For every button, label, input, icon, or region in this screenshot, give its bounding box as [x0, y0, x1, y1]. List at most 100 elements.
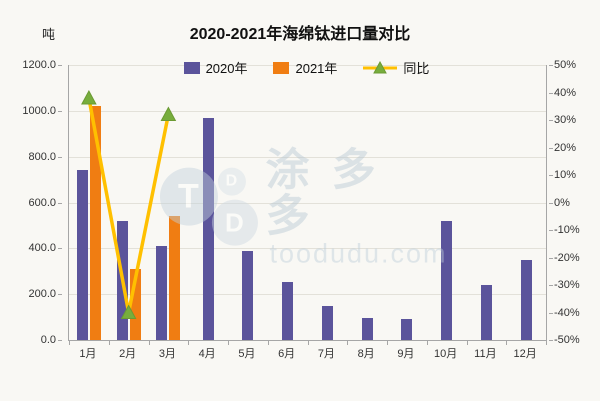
- x-axis-tick-mark: [108, 341, 110, 345]
- bar-2020年-3月: [156, 246, 168, 340]
- bar-2021年-1月: [89, 106, 101, 340]
- bar-2021年-3月: [169, 216, 181, 340]
- left-axis-tick-label: 800.0: [28, 150, 56, 163]
- right-axis-tick-label: 40%: [554, 86, 577, 99]
- left-axis-tick-mark: [58, 156, 62, 158]
- right-axis-ticks: 50% 40% 30% 20% 10% 0% -10% -20% -30% -40% -50%: [549, 59, 597, 346]
- right-axis-tick-label: -10%: [554, 224, 580, 236]
- right-axis-tick-mark: [549, 257, 553, 259]
- left-axis-tick-mark: [58, 248, 62, 250]
- legend-swatch: [273, 61, 290, 74]
- legend-label: 2020年: [205, 61, 248, 76]
- right-axis-tick-mark: [549, 120, 553, 121]
- right-axis-tick-mark: [549, 202, 553, 204]
- x-axis-tick-mark: [307, 341, 309, 345]
- legend-swatch: [183, 61, 200, 74]
- bar-2020年-7月: [321, 305, 333, 340]
- legend: 2020年 2021年 同比: [68, 58, 545, 77]
- gridline: [69, 110, 546, 112]
- x-axis-tick-mark: [546, 341, 547, 345]
- x-axis-tick-label: 4月: [198, 348, 216, 360]
- left-axis-tick-mark: [58, 202, 62, 204]
- gridline: [69, 294, 546, 296]
- right-axis-tick-mark: [549, 175, 553, 176]
- left-axis-tick-mark: [58, 340, 62, 341]
- legend-label: 2021年: [295, 61, 338, 76]
- bar-2021年-2月: [129, 268, 141, 340]
- right-axis-tick-label: -20%: [554, 251, 580, 264]
- x-axis-tick-label: 7月: [317, 348, 335, 360]
- line-marker-triangle: [120, 304, 137, 319]
- right-axis-tick-label: -30%: [554, 279, 580, 291]
- x-axis-tick-label: 9月: [397, 348, 415, 360]
- left-axis-tick-label: 200.0: [28, 288, 56, 301]
- bar-2020年-12月: [520, 259, 532, 340]
- right-axis-tick-mark: [549, 65, 553, 66]
- x-axis-tick-label: 1月: [79, 348, 97, 360]
- x-axis-tick-mark: [466, 341, 468, 345]
- x-axis-tick-mark: [148, 341, 150, 345]
- left-axis-tick-mark: [58, 294, 62, 296]
- x-axis-tick-label: 6月: [278, 348, 296, 360]
- bar-2020年-6月: [282, 281, 294, 340]
- gridline: [69, 156, 546, 158]
- bar-2020年-1月: [76, 170, 88, 340]
- left-axis-unit-label: 吨: [42, 27, 56, 42]
- x-axis-tick-mark: [347, 341, 349, 345]
- line-marker-triangle: [160, 106, 177, 121]
- legend-item-2020年: 2020年: [183, 58, 248, 77]
- right-axis-tick-mark: [549, 92, 553, 94]
- right-axis-tick-label: -50%: [554, 334, 580, 346]
- x-axis-tick-label: 2月: [119, 348, 137, 360]
- bar-2020年-5月: [242, 250, 254, 340]
- x-axis-tick-mark: [69, 341, 70, 345]
- x-axis-tick-mark: [228, 341, 229, 345]
- left-axis-tick-label: 1200.0: [22, 59, 56, 71]
- right-axis-tick-mark: [549, 312, 553, 314]
- line-series-path: [87, 97, 171, 313]
- right-axis-tick-mark: [549, 230, 553, 231]
- x-axis-tick-label: 8月: [357, 348, 375, 360]
- right-axis-tick-label: 50%: [554, 59, 577, 71]
- legend-item-同比: 同比: [363, 58, 429, 77]
- bar-2020年-4月: [202, 117, 214, 340]
- left-axis-ticks: 1200.0 1000.0 800.0 600.0 400.0 200.0 0.0: [0, 59, 62, 346]
- x-axis-tick-label: 5月: [238, 348, 256, 360]
- right-axis-tick-label: 0%: [554, 196, 570, 209]
- bar-2020年-11月: [480, 285, 492, 340]
- right-axis-tick-label: 10%: [554, 169, 577, 181]
- x-axis-tick-mark: [506, 341, 508, 345]
- x-axis-labels: 1月 2月 3月 4月 5月 6月 7月 8月 9月 10月 11月 12月: [68, 345, 545, 361]
- x-axis-tick-label: 12月: [513, 348, 537, 360]
- right-axis-tick-label: -40%: [554, 306, 580, 319]
- left-axis-tick-mark: [58, 65, 62, 66]
- bar-2020年-9月: [401, 319, 413, 340]
- left-axis-tick-label: 1000.0: [22, 104, 56, 117]
- x-axis-tick-label: 3月: [158, 348, 176, 360]
- gridline: [69, 65, 546, 66]
- bar-2020年-10月: [441, 220, 453, 340]
- left-axis-tick-label: 0.0: [40, 334, 56, 346]
- x-axis-tick-label: 11月: [474, 348, 497, 360]
- x-axis-tick-mark: [188, 341, 190, 345]
- chart-title: 2020-2021年海绵钛进口量对比: [189, 26, 411, 43]
- right-axis-tick-mark: [549, 340, 553, 341]
- x-axis-tick-mark: [426, 341, 428, 345]
- x-axis-tick-mark: [267, 341, 269, 345]
- line-series-layer: [81, 89, 177, 319]
- legend-line-swatch: [363, 60, 398, 73]
- legend-item-2021年: 2021年: [273, 58, 337, 77]
- left-axis-tick-label: 600.0: [28, 196, 56, 209]
- right-axis-tick-mark: [549, 147, 553, 149]
- x-axis-tick-mark: [387, 341, 388, 345]
- line-marker-triangle: [81, 89, 97, 105]
- x-axis-tick-label: 10月: [434, 348, 458, 360]
- gridline: [69, 248, 546, 250]
- legend-label: 同比: [403, 61, 430, 76]
- left-axis-tick-mark: [58, 110, 62, 112]
- gridline: [69, 202, 546, 204]
- left-axis-tick-label: 400.0: [28, 242, 56, 255]
- right-axis-tick-mark: [549, 285, 553, 286]
- bar-2020年-8月: [361, 318, 373, 340]
